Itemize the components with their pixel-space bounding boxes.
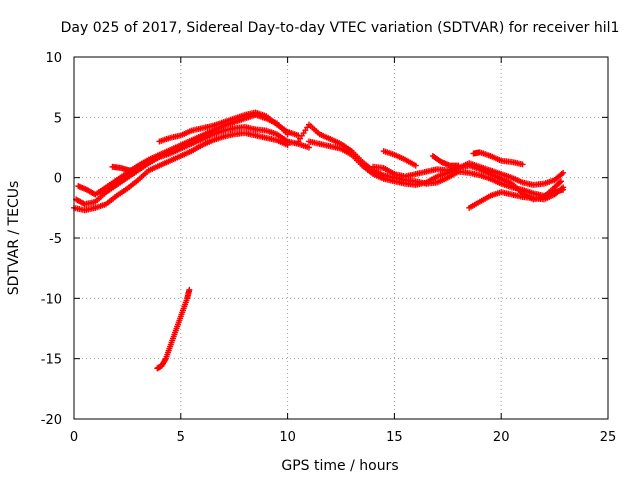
x-tick-label: 20 xyxy=(493,430,510,445)
grid xyxy=(74,57,608,419)
data-point xyxy=(560,184,567,191)
data-point xyxy=(284,142,291,149)
series-track-6 xyxy=(295,121,567,199)
data-point xyxy=(455,162,462,169)
series-track-10 xyxy=(429,152,462,169)
data-point xyxy=(558,178,565,185)
x-tick-label: 25 xyxy=(600,430,617,445)
y-tick-label: -5 xyxy=(49,232,62,247)
series-track-9 xyxy=(380,148,419,169)
series-track-12 xyxy=(466,184,567,211)
series-track-13 xyxy=(154,286,193,372)
chart-title: Day 025 of 2017, Sidereal Day-to-day VTE… xyxy=(61,20,620,36)
y-tick-label: -15 xyxy=(41,353,62,368)
data-series xyxy=(71,109,567,372)
series-track-1 xyxy=(73,123,312,208)
x-tick-label: 5 xyxy=(177,430,185,445)
data-point xyxy=(560,169,567,176)
data-point xyxy=(186,286,193,293)
series-track-8 xyxy=(370,160,567,188)
x-tick-label: 10 xyxy=(279,430,296,445)
data-point xyxy=(412,162,419,169)
x-tick-label: 0 xyxy=(70,430,78,445)
series-track-11 xyxy=(470,149,526,168)
data-point xyxy=(556,179,563,186)
data-point xyxy=(135,166,142,173)
ticks: 0 5 10 15 20 25 -20 -15 -10 -5 0 5 10 xyxy=(41,51,617,445)
y-tick-label: 10 xyxy=(45,51,62,66)
series-track-2 xyxy=(71,130,291,214)
y-tick-label: 0 xyxy=(54,172,62,187)
data-point xyxy=(519,161,526,168)
data-point xyxy=(162,356,169,363)
y-tick-label: -20 xyxy=(41,413,62,428)
x-tick-label: 15 xyxy=(386,430,403,445)
y-axis-label: SDTVAR / TECUs xyxy=(6,181,22,296)
series-track-4 xyxy=(109,163,142,174)
data-point xyxy=(305,144,312,151)
y-tick-label: 5 xyxy=(54,111,62,126)
series-track-5 xyxy=(156,109,302,145)
x-axis-label: GPS time / hours xyxy=(281,458,398,474)
y-tick-label: -10 xyxy=(41,292,62,307)
